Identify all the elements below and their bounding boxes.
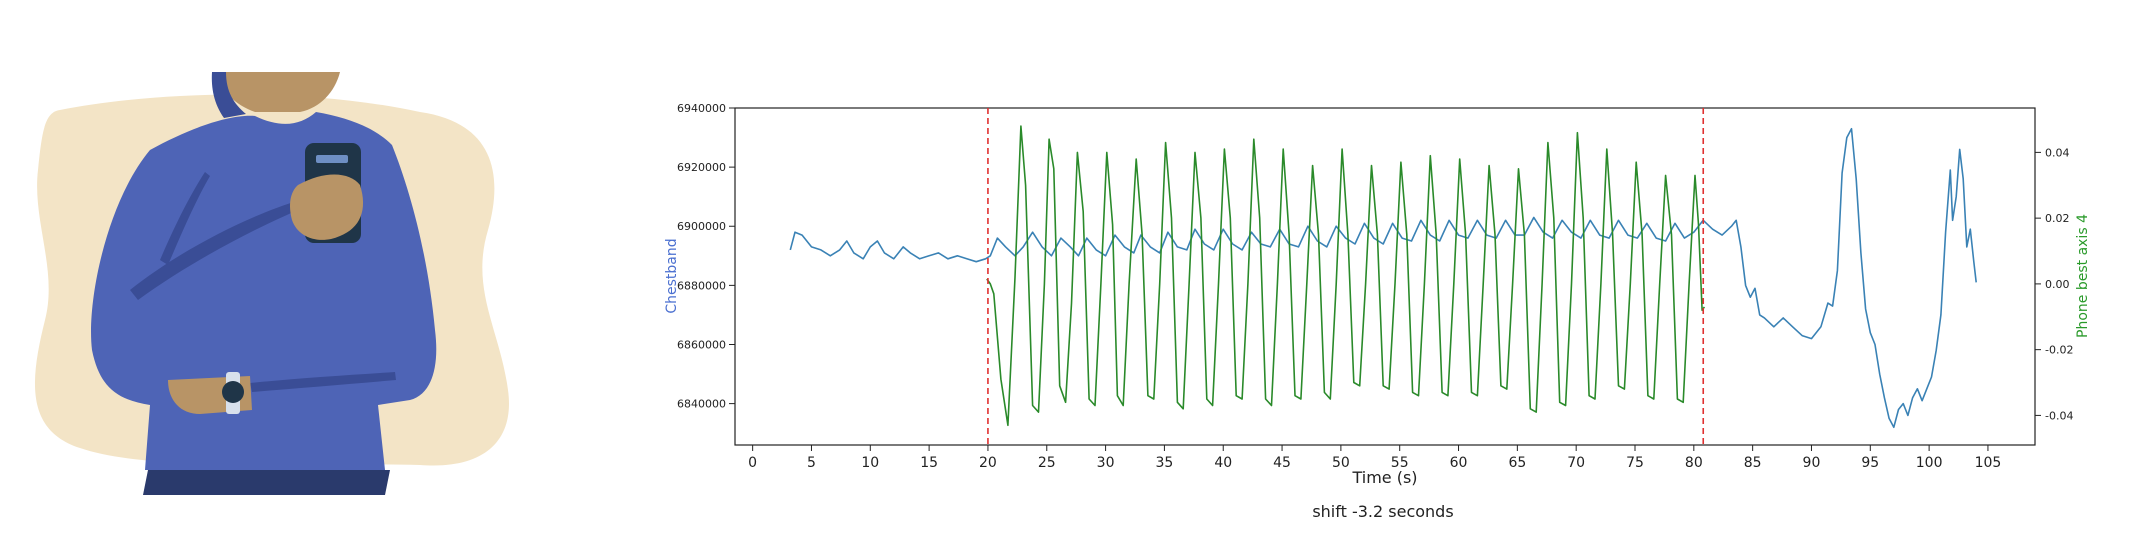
x-tick-label: 105 bbox=[1975, 455, 2002, 471]
y-right-axis-ticks: -0.04 -0.02 0.00 0.02 0.04 bbox=[2035, 146, 2073, 422]
y-right-tick-label: 0.04 bbox=[2045, 146, 2070, 159]
x-tick-label: 35 bbox=[1155, 455, 1173, 471]
y-left-tick-label: 6860000 bbox=[677, 338, 726, 351]
x-tick-label: 15 bbox=[920, 455, 938, 471]
x-tick-label: 80 bbox=[1685, 455, 1703, 471]
x-tick-label: 5 bbox=[807, 455, 816, 471]
x-tick-label: 10 bbox=[861, 455, 879, 471]
x-tick-label: 90 bbox=[1803, 455, 1821, 471]
y-left-tick-label: 6840000 bbox=[677, 398, 726, 411]
y-right-tick-label: -0.02 bbox=[2045, 344, 2073, 357]
y-right-tick-label: -0.04 bbox=[2045, 409, 2073, 422]
neck-shape bbox=[215, 72, 340, 112]
chart-caption: shift -3.2 seconds bbox=[1312, 502, 1453, 521]
series-line-chestband bbox=[789, 127, 1977, 429]
watch-icon bbox=[222, 381, 244, 403]
y-left-tick-label: 6880000 bbox=[677, 279, 726, 292]
collar-shadow bbox=[211, 72, 246, 118]
x-tick-label: 100 bbox=[1916, 455, 1943, 471]
y-left-axis-label: Chestband bbox=[664, 238, 680, 313]
x-tick-label: 60 bbox=[1450, 455, 1468, 471]
y-right-tick-label: 0.02 bbox=[2045, 212, 2070, 225]
series-line-phone bbox=[986, 125, 1706, 427]
x-tick-label: 25 bbox=[1038, 455, 1056, 471]
x-tick-label: 70 bbox=[1567, 455, 1585, 471]
y-right-tick-label: 0.00 bbox=[2045, 278, 2070, 291]
lower-arm-shadow bbox=[250, 372, 396, 392]
y-left-axis-ticks: 6840000 6860000 6880000 6900000 6920000 69400… bbox=[677, 102, 735, 411]
phone-screen-bar bbox=[316, 155, 348, 163]
trousers-shape bbox=[143, 470, 390, 495]
x-tick-label: 30 bbox=[1097, 455, 1115, 471]
y-left-tick-label: 6940000 bbox=[677, 102, 726, 115]
x-tick-label: 65 bbox=[1508, 455, 1526, 471]
x-tick-label: 85 bbox=[1744, 455, 1762, 471]
y-left-tick-label: 6920000 bbox=[677, 161, 726, 174]
x-tick-label: 0 bbox=[748, 455, 757, 471]
x-tick-label: 95 bbox=[1861, 455, 1879, 471]
x-tick-label: 75 bbox=[1626, 455, 1644, 471]
person-with-phone-illustration bbox=[34, 72, 509, 495]
x-tick-label: 40 bbox=[1214, 455, 1232, 471]
x-tick-label: 45 bbox=[1273, 455, 1291, 471]
y-right-axis-label: Phone best axis 4 bbox=[2075, 214, 2091, 338]
x-tick-label: 50 bbox=[1332, 455, 1350, 471]
x-axis-ticks: 0 5 10 15 20 25 30 35 40 45 50 55 60 65 70 75 80 85 90 95 10… bbox=[748, 445, 2001, 471]
x-tick-label: 55 bbox=[1391, 455, 1409, 471]
arm-shadow bbox=[130, 200, 303, 300]
sleeve-fold bbox=[160, 172, 210, 265]
series-layer bbox=[789, 125, 1977, 429]
y-left-tick-label: 6900000 bbox=[677, 220, 726, 233]
x-axis-label: Time (s) bbox=[1351, 468, 1417, 487]
window-markers bbox=[987, 108, 1705, 445]
hand-right bbox=[290, 174, 364, 240]
plot-area bbox=[734, 107, 2036, 446]
x-tick-label: 20 bbox=[979, 455, 997, 471]
